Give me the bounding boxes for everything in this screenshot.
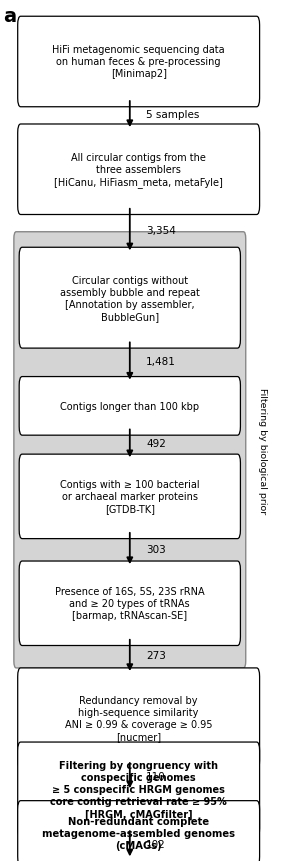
- Text: 110: 110: [146, 771, 166, 781]
- Text: 3,354: 3,354: [146, 226, 176, 235]
- FancyBboxPatch shape: [18, 17, 260, 108]
- Text: Contigs with ≥ 100 bacterial
or archaeal marker proteins
[GTDB-TK]: Contigs with ≥ 100 bacterial or archaeal…: [60, 480, 200, 514]
- Text: Non-redundant complete
metagenome-assembled genomes
(cMAGs): Non-redundant complete metagenome-assemb…: [42, 816, 235, 850]
- FancyBboxPatch shape: [18, 801, 260, 861]
- Text: Filtering by congruency with
conspecific genomes
≥ 5 conspecific HRGM genomes
co: Filtering by congruency with conspecific…: [50, 760, 227, 819]
- Text: Redundancy removal by
high-sequence similarity
ANI ≥ 0.99 & coverage ≥ 0.95
[nuc: Redundancy removal by high-sequence simi…: [65, 696, 212, 741]
- Text: 1,481: 1,481: [146, 356, 176, 367]
- Text: 273: 273: [146, 651, 166, 660]
- FancyBboxPatch shape: [19, 377, 240, 436]
- Text: All circular contigs from the
three assemblers
[HiCanu, HiFiasm_meta, metaFyle]: All circular contigs from the three asse…: [54, 152, 223, 188]
- FancyBboxPatch shape: [14, 232, 246, 668]
- Text: HiFi metagenomic sequencing data
on human feces & pre-processing
[Minimap2]: HiFi metagenomic sequencing data on huma…: [52, 46, 225, 79]
- FancyBboxPatch shape: [19, 455, 240, 539]
- Text: Filtering by biological prior: Filtering by biological prior: [258, 387, 267, 513]
- FancyBboxPatch shape: [19, 561, 240, 646]
- FancyBboxPatch shape: [18, 125, 260, 215]
- Text: 102: 102: [146, 839, 166, 849]
- Text: a: a: [3, 7, 16, 26]
- Text: Circular contigs without
assembly bubble and repeat
[Annotation by assembler,
Bu: Circular contigs without assembly bubble…: [60, 276, 200, 321]
- FancyBboxPatch shape: [19, 248, 240, 349]
- Text: Contigs longer than 100 kbp: Contigs longer than 100 kbp: [60, 401, 199, 412]
- Text: Presence of 16S, 5S, 23S rRNA
and ≥ 20 types of tRNAs
[barmap, tRNAscan-SE]: Presence of 16S, 5S, 23S rRNA and ≥ 20 t…: [55, 586, 205, 621]
- Text: 303: 303: [146, 544, 166, 554]
- FancyBboxPatch shape: [18, 742, 260, 837]
- Text: 5 samples: 5 samples: [146, 110, 199, 120]
- FancyBboxPatch shape: [18, 668, 260, 769]
- Text: 492: 492: [146, 439, 166, 449]
